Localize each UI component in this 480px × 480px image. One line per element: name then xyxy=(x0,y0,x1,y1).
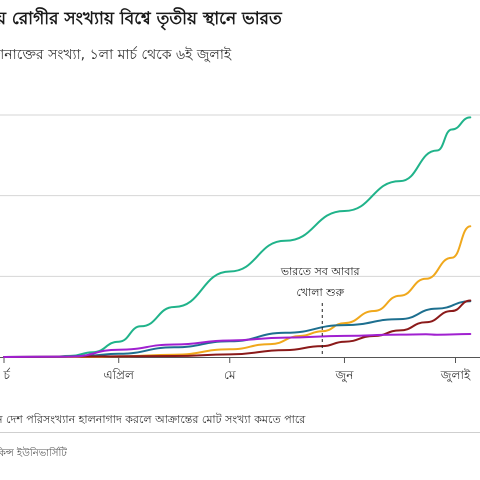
series-line xyxy=(3,225,472,358)
gridlines xyxy=(0,114,480,277)
series-line xyxy=(3,116,472,358)
x-axis: র্চ এপ্রিল মে জুন জুলাই xyxy=(0,357,480,383)
annotation-label: ভারতে সব আবার xyxy=(280,265,361,278)
x-tick-label: র্চ xyxy=(3,368,11,382)
x-tick-label: জুলাই xyxy=(440,368,471,383)
divider xyxy=(0,432,480,433)
annotation: ভারতে সব আবার খোলা শুরু xyxy=(280,265,361,357)
chart-subtitle: শনাক্তের সংখ্যা, ১লা মার্চ থেকে ৬ই জুলাই xyxy=(0,47,232,63)
series-line xyxy=(3,299,472,358)
x-tick-label: জুন xyxy=(335,368,355,383)
series-line xyxy=(3,333,472,358)
footnote: ন দেশ পরিসংখ্যান হালনাগাদ করলে আক্রান্তে… xyxy=(0,413,306,426)
x-tick-label: মে xyxy=(224,368,236,382)
series-lines xyxy=(3,116,472,358)
annotation-label: খোলা শুরু xyxy=(296,286,344,299)
source-credit: কিন্স ইউনিভার্সিটি xyxy=(0,448,67,459)
x-tick-label: এপ্রিল xyxy=(103,368,135,382)
chart-title: য় রোগীর সংখ্যায় বিশ্বে তৃতীয় স্থানে ভ… xyxy=(0,9,282,29)
